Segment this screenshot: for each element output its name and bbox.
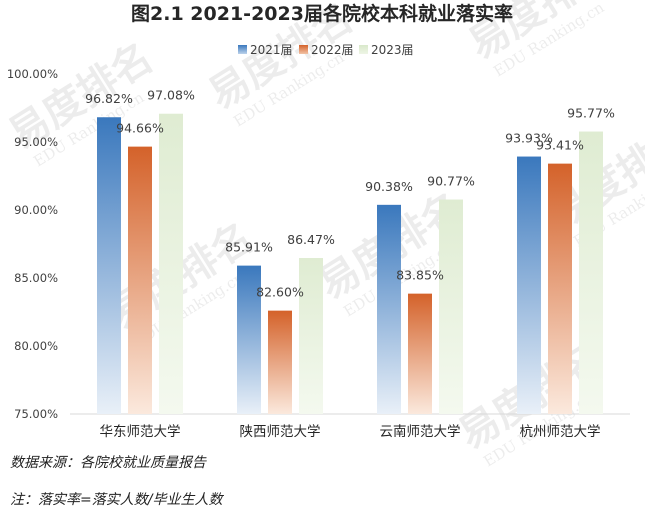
bar-1 (237, 265, 261, 414)
legend-swatch-3 (359, 45, 368, 54)
data-label: 90.38% (365, 179, 413, 194)
y-axis: 100.00% 95.00% 90.00% 85.00% 80.00% 75.00% (7, 67, 58, 421)
y-tick-label: 95.00% (14, 135, 58, 149)
y-tick-label: 85.00% (14, 271, 58, 285)
data-label: 85.91% (225, 240, 273, 255)
legend-swatch-1 (238, 45, 247, 54)
data-label: 96.82% (85, 91, 133, 106)
data-label: 93.93% (505, 131, 553, 146)
bar-1 (97, 117, 121, 415)
category-label: 云南师范大学 (380, 424, 461, 440)
data-labels: 96.82% 94.66% 97.08% 85.91% 82.60% 86.47% 90.3… (85, 88, 615, 300)
y-tick-label: 90.00% (14, 203, 58, 217)
formula-note: 注：落实率=落实人数/毕业生人数 (10, 492, 223, 508)
chart-title: 图2.1 2021-2023届各院校本科就业落实率 (131, 2, 513, 25)
legend-label-2: 2022届 (311, 43, 354, 57)
bars (97, 113, 603, 415)
category-label: 华东师范大学 (100, 424, 181, 440)
data-label: 95.77% (567, 106, 615, 121)
data-label: 90.77% (427, 174, 475, 189)
category-label: 杭州师范大学 (520, 424, 601, 440)
bar-3 (439, 199, 463, 414)
data-label: 86.47% (287, 232, 335, 247)
bar-2 (548, 163, 572, 414)
bar-1 (377, 204, 401, 414)
legend: 2021届 2022届 2023届 (238, 43, 414, 57)
source-note: 数据来源：各院校就业质量报告 (10, 455, 206, 471)
y-tick-label: 100.00% (7, 67, 58, 81)
data-label: 93.41% (536, 138, 584, 153)
bar-2 (268, 310, 292, 414)
data-label: 83.85% (396, 268, 444, 283)
bar-3 (579, 131, 603, 414)
bar-3 (159, 113, 183, 414)
bar-3 (299, 258, 323, 414)
data-label: 82.60% (256, 285, 304, 300)
data-label: 97.08% (147, 88, 195, 103)
bar-2 (128, 146, 152, 414)
category-label: 陕西师范大学 (240, 424, 321, 440)
y-tick-label: 75.00% (14, 407, 58, 421)
legend-swatch-2 (299, 45, 308, 54)
y-tick-label: 80.00% (14, 339, 58, 353)
legend-label-1: 2021届 (250, 43, 293, 57)
legend-label-3: 2023届 (371, 43, 414, 57)
data-label: 94.66% (116, 121, 164, 136)
bar-2 (408, 293, 432, 414)
bar-1 (517, 156, 541, 414)
